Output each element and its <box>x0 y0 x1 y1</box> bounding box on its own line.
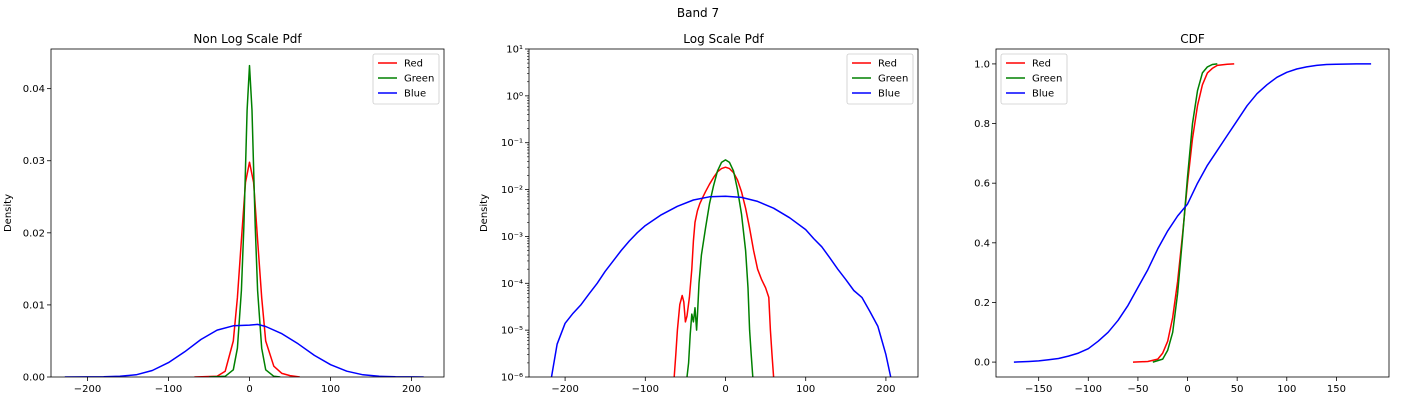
legend: Red Green Blue <box>372 53 440 105</box>
y-tick-label: 10⁰ <box>506 91 523 102</box>
x-tick-label: 0 <box>1184 384 1190 395</box>
x-tick-label: 100 <box>796 384 815 395</box>
legend-entry: Blue <box>404 89 426 100</box>
y-tick-label: 10⁻⁴ <box>501 279 523 290</box>
series-line-green <box>1152 63 1218 363</box>
x-tick-label: −200 <box>74 384 101 395</box>
x-tick-label: 200 <box>876 384 895 395</box>
x-tick-label: 150 <box>1327 384 1346 395</box>
y-tick-label: 0.03 <box>23 156 45 167</box>
y-tick-label: 1.0 <box>974 59 990 70</box>
legend: Red Green Blue <box>1000 53 1068 105</box>
series-line-green <box>208 64 281 377</box>
series-line-red <box>1132 63 1235 363</box>
y-tick-label: 10⁻³ <box>501 232 523 243</box>
series-line-red <box>673 166 775 377</box>
y-tick-label: 10⁻⁶ <box>501 373 523 384</box>
x-tick-label: 100 <box>1277 384 1296 395</box>
y-tick-label: 0.2 <box>974 298 990 309</box>
y-tick-label: 0.04 <box>23 84 45 95</box>
legend-entry: Green <box>1032 74 1062 85</box>
chart-title: Non Log Scale Pdf <box>193 32 302 46</box>
plot-frame <box>50 48 445 378</box>
plot-frame <box>528 48 919 378</box>
x-tick-label: −100 <box>155 384 182 395</box>
y-tick-label: 0.01 <box>23 300 45 311</box>
legend-entry: Blue <box>1032 89 1054 100</box>
chart-1: Non Log Scale Pdf Density −200 −100 0 100 200 0… <box>3 32 445 395</box>
chart-title: CDF <box>1180 32 1205 46</box>
legend-entry: Red <box>878 59 897 70</box>
x-tick-label: −100 <box>1075 384 1102 395</box>
legend-entry: Green <box>878 74 908 85</box>
y-axis-label: Density <box>3 194 14 232</box>
x-tick-label: 0 <box>246 384 252 395</box>
x-tick-label: −150 <box>1025 384 1052 395</box>
x-tick-label: −50 <box>1127 384 1148 395</box>
legend-entry: Red <box>404 59 423 70</box>
legend: Red Green Blue <box>846 53 914 105</box>
x-tick-label: 100 <box>321 384 340 395</box>
y-tick-label: 0.4 <box>974 238 990 249</box>
y-tick-label: 10⁻⁵ <box>501 326 523 337</box>
y-tick-label: 0.00 <box>23 373 45 384</box>
legend-box <box>1000 53 1068 105</box>
x-tick-label: −100 <box>632 384 659 395</box>
chart-2: Log Scale Pdf Density −200 −100 0 100 200 10⁻⁶ 1… <box>479 32 919 395</box>
legend-entry: Blue <box>878 89 900 100</box>
x-tick-label: 50 <box>1231 384 1244 395</box>
plot-frame <box>995 48 1390 378</box>
x-tick-label: 200 <box>402 384 421 395</box>
x-tick-label: −200 <box>551 384 578 395</box>
y-tick-label: 10⁻¹ <box>501 138 523 149</box>
series-line-blue <box>1013 63 1372 363</box>
figure-suptitle: Band 7 <box>677 6 719 20</box>
y-tick-label: 0.6 <box>974 179 990 190</box>
y-tick-label: 0.0 <box>974 358 990 369</box>
x-tick-label: 0 <box>722 384 728 395</box>
legend-entry: Red <box>1032 59 1051 70</box>
series-line-green <box>686 159 754 377</box>
chart-title: Log Scale Pdf <box>683 32 764 46</box>
y-tick-label: 10¹ <box>506 45 523 56</box>
legend-entry: Green <box>404 74 434 85</box>
legend-box <box>372 53 440 105</box>
series-line-blue <box>550 195 892 377</box>
legend-box <box>846 53 914 105</box>
chart-3: CDF −150 −100 −50 0 50 100 150 0.0 0.2 0.4 0.6 0.8 1.… <box>974 32 1390 395</box>
series-line-red <box>194 161 300 377</box>
y-tick-label: 0.02 <box>23 228 45 239</box>
y-tick-label: 10⁻² <box>501 185 523 196</box>
y-axis-label: Density <box>479 194 490 232</box>
y-tick-label: 0.8 <box>974 119 990 130</box>
series-line-blue <box>64 323 424 377</box>
